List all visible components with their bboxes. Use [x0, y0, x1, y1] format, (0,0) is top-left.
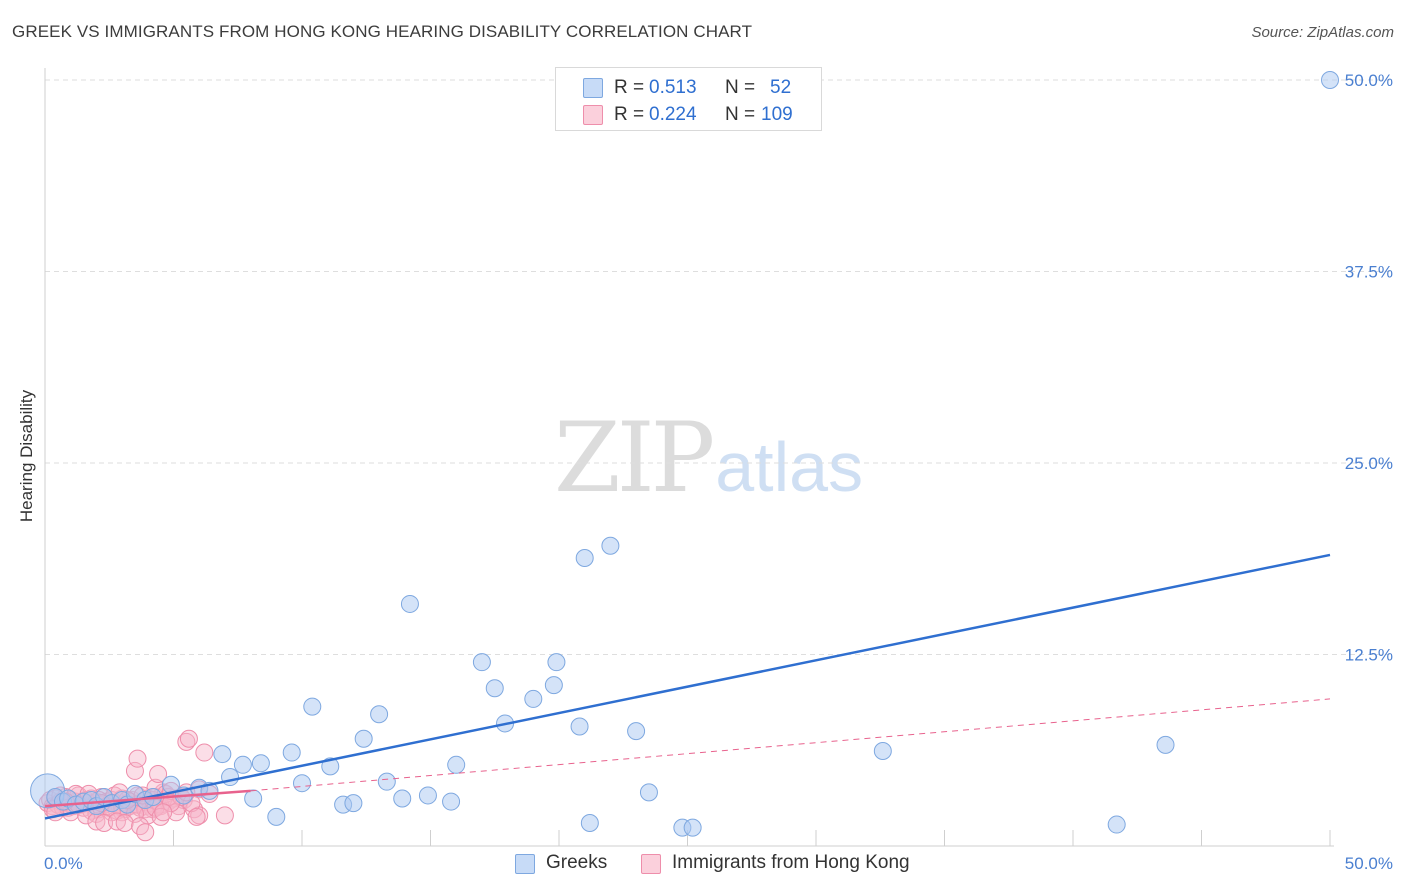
- tick-labels: 12.5% 25.0% 37.5% 50.0% 0.0% 50.0%: [44, 71, 1393, 873]
- greek-point: [400, 594, 419, 613]
- greek-point: [639, 783, 658, 802]
- greek-point: [485, 679, 504, 698]
- greek-point: [627, 722, 646, 741]
- greek-point: [447, 755, 466, 774]
- greek-point: [233, 755, 252, 774]
- greek-point: [393, 789, 412, 808]
- greeks-legend-label: Greeks: [546, 852, 608, 873]
- hk-point: [136, 823, 155, 842]
- hk-trend-line-extrapolated: [250, 698, 1331, 792]
- greek-point: [213, 745, 232, 764]
- axes: [44, 68, 1334, 847]
- greek-point: [575, 548, 594, 567]
- greek-point: [472, 653, 491, 672]
- greek-point: [1107, 815, 1126, 834]
- greek-point: [354, 729, 373, 748]
- hk-swatch-icon: [583, 105, 603, 125]
- y-tick-label: 12.5%: [1345, 646, 1393, 665]
- greek-point: [251, 754, 270, 773]
- greek-point: [580, 814, 599, 833]
- greek-point: [601, 536, 620, 555]
- x-tick-label: 50.0%: [1345, 854, 1393, 873]
- bottom-legend-hk: Immigrants from Hong Kong: [641, 852, 910, 874]
- watermark: ZIPatlas: [554, 402, 863, 514]
- greek-point: [244, 789, 263, 808]
- hk-trend-line: [44, 789, 251, 808]
- gridlines: [45, 79, 1390, 655]
- hk-legend-icon: [641, 854, 661, 874]
- trend-lines: [44, 553, 1331, 820]
- correlation-legend: R = 0.513 N = 52 R = 0.224 N = 109: [555, 67, 822, 131]
- greek-point: [547, 653, 566, 672]
- legend-n-value: 109: [761, 104, 793, 125]
- greek-point: [377, 772, 396, 791]
- greeks-swatch-icon: [583, 78, 603, 98]
- greek-point: [524, 689, 543, 708]
- greek-point: [221, 768, 240, 787]
- hk-point: [187, 807, 206, 826]
- hk-point: [115, 814, 134, 833]
- hk-point: [107, 812, 126, 831]
- greek-point: [570, 717, 589, 736]
- watermark-zip: ZIP: [554, 402, 715, 514]
- greek-point: [344, 794, 363, 813]
- hk-point: [167, 803, 186, 822]
- greek-point: [1156, 735, 1175, 754]
- greek-point: [683, 818, 702, 837]
- chart-title: GREEK VS IMMIGRANTS FROM HONG KONG HEARI…: [12, 22, 753, 41]
- hk-legend-label: Immigrants from Hong Kong: [672, 852, 910, 873]
- greek-point: [267, 807, 286, 826]
- greek-point: [442, 792, 461, 811]
- legend-r-value: 0.224: [649, 104, 697, 125]
- y-tick-label: 25.0%: [1345, 454, 1393, 473]
- y-tick-label: 50.0%: [1345, 71, 1393, 90]
- y-tick-label: 37.5%: [1345, 263, 1393, 282]
- hk-point: [215, 806, 234, 825]
- hk-point: [177, 732, 196, 751]
- greek-points: [30, 71, 1339, 837]
- greek-point: [873, 742, 892, 761]
- legend-r-label: R =: [614, 77, 645, 98]
- greek-point: [303, 697, 322, 716]
- greeks-trend-line: [44, 553, 1331, 820]
- legend-n-label: N =: [725, 104, 756, 125]
- bottom-legend-greeks: Greeks: [515, 852, 607, 874]
- legend-r-value: 0.513: [649, 77, 697, 98]
- source-label: Source: ZipAtlas.com: [1251, 24, 1394, 41]
- hk-point: [195, 743, 214, 762]
- hk-point: [149, 764, 168, 783]
- greek-point: [370, 705, 389, 724]
- greek-point: [282, 743, 301, 762]
- greek-point: [418, 786, 437, 805]
- hk-point: [128, 749, 147, 768]
- x-tick-label: 0.0%: [44, 854, 83, 873]
- greek-point: [293, 774, 311, 793]
- legend-n-label: N =: [725, 77, 756, 98]
- greek-point: [1321, 71, 1339, 89]
- legend-n-value: 52: [770, 77, 792, 98]
- greek-point: [544, 676, 563, 695]
- watermark-atlas: atlas: [715, 428, 864, 506]
- greeks-legend-icon: [515, 854, 535, 874]
- greek-point: [321, 757, 340, 776]
- legend-r-label: R =: [614, 104, 645, 125]
- hk-point: [95, 814, 114, 833]
- hk-point: [154, 803, 173, 822]
- hk-point: [131, 817, 150, 836]
- hk-point: [179, 729, 198, 748]
